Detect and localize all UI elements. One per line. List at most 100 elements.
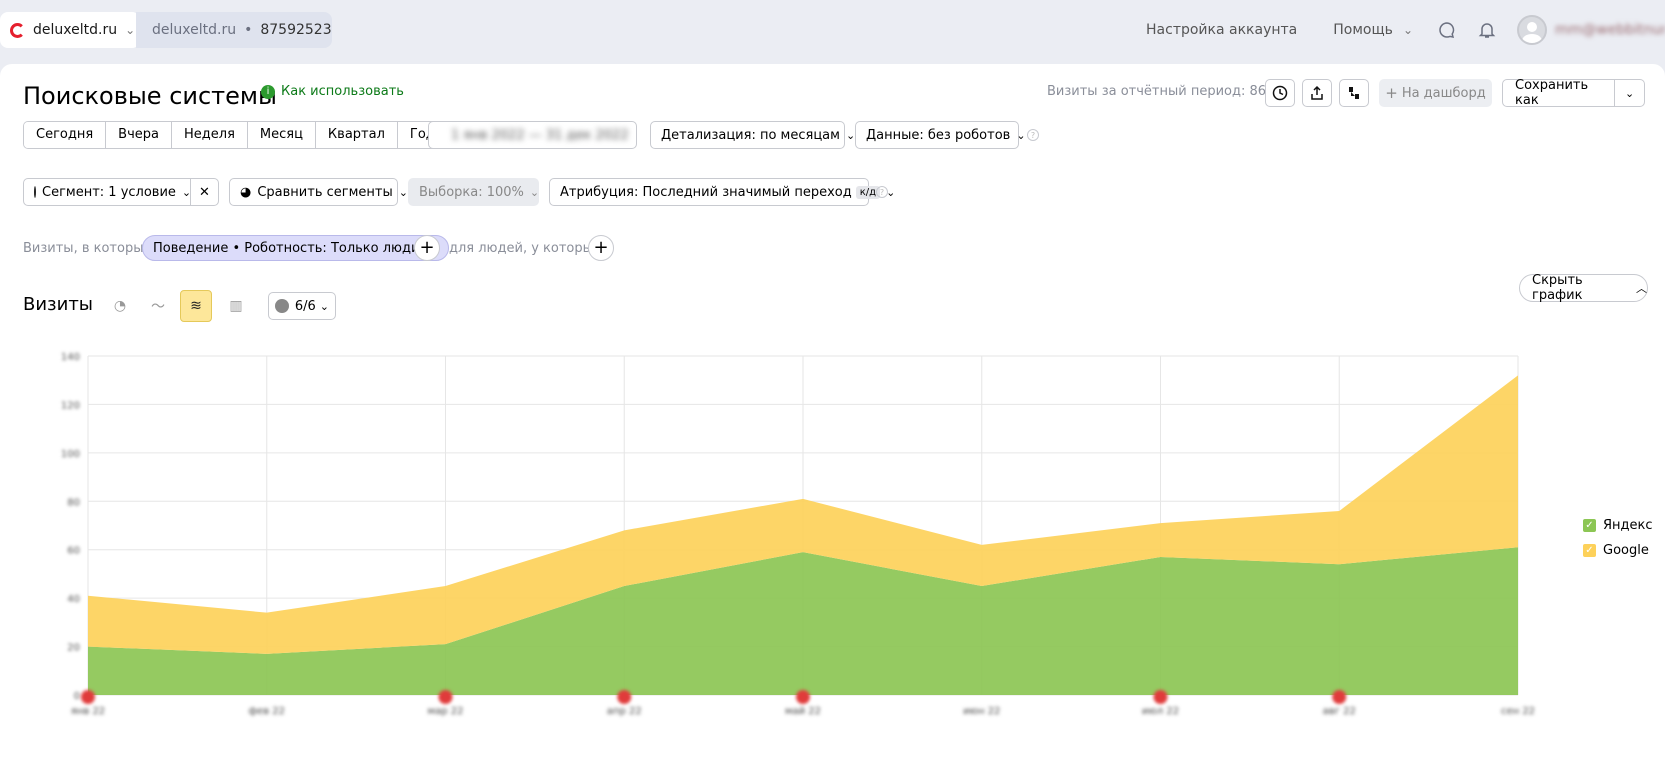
- feedback-icon[interactable]: [1339, 79, 1369, 107]
- bar-chart-icon[interactable]: ▥: [229, 298, 243, 314]
- clear-segment-button[interactable]: ✕: [190, 178, 219, 206]
- top-right-nav: Настройка аккаунта Помощь ⌄ mm@webbitnum…: [1146, 12, 1665, 48]
- annotation-marker: [617, 690, 632, 704]
- chevron-down-icon: ⌄: [181, 185, 192, 199]
- site-selector[interactable]: deluxeltd.ru ⌄: [0, 12, 140, 48]
- counter-site: deluxeltd.ru: [152, 22, 237, 38]
- filter-chip-label: Поведение • Роботность: Только люди: [153, 240, 420, 256]
- help-icon[interactable]: ?: [1027, 129, 1039, 141]
- add-people-filter-button[interactable]: +: [588, 235, 614, 261]
- compare-label: Сравнить сегменты: [257, 184, 393, 200]
- chat-icon[interactable]: [1437, 20, 1457, 40]
- save-as-button[interactable]: Сохранить как ⌄: [1502, 78, 1645, 108]
- separator-dot: •: [244, 22, 253, 38]
- y-tick-label: 20: [67, 643, 80, 654]
- account-settings-link[interactable]: Настройка аккаунта: [1146, 22, 1298, 38]
- help-icon[interactable]: ?: [876, 186, 888, 198]
- help-menu[interactable]: Помощь ⌄: [1333, 22, 1413, 38]
- legend-item-yandex[interactable]: ✓ Яндекс: [1583, 518, 1653, 533]
- x-tick-label: янв 22: [71, 706, 105, 717]
- period-yesterday[interactable]: Вчера: [106, 122, 172, 148]
- add-visit-filter-button[interactable]: +: [414, 235, 440, 261]
- y-tick-label: 40: [67, 594, 80, 605]
- how-to-link[interactable]: i Как использовать: [261, 84, 404, 99]
- segment-label: Сегмент: 1 условие: [42, 184, 176, 200]
- y-tick-label: 60: [67, 546, 80, 557]
- counter-id: 87592523: [260, 22, 332, 38]
- save-as-label: Сохранить как: [1515, 78, 1589, 108]
- sample-label: Выборка: 100%: [419, 184, 524, 200]
- plus-icon: +: [1385, 84, 1398, 102]
- annotation-marker: [796, 690, 810, 704]
- top-bar: deluxeltd.ru ⌄ deluxeltd.ru • 87592523 Н…: [0, 0, 1665, 62]
- date-range-value: 1 янв 2022 — 31 дек 2022: [451, 127, 629, 143]
- chevron-down-icon: ⌄: [319, 299, 329, 313]
- data-dropdown[interactable]: Данные: без роботов ⌄: [855, 121, 1026, 149]
- y-tick-label: 140: [61, 352, 80, 363]
- annotation-marker: [1153, 690, 1168, 704]
- dashboard-label: На дашборд: [1401, 85, 1486, 101]
- clock-icon[interactable]: [1265, 79, 1295, 107]
- area-series-0: [88, 547, 1518, 695]
- filter-chip[interactable]: Поведение • Роботность: Только люди ✕: [142, 235, 450, 261]
- user-email[interactable]: mm@webbitnum.ru: [1555, 22, 1665, 38]
- area-chart-icon[interactable]: ≋: [180, 290, 212, 322]
- visits-filter-label: Визиты, в которых: [23, 241, 152, 256]
- legend-label: Google: [1603, 543, 1649, 558]
- sample-dropdown[interactable]: Выборка: 100% ⌄: [408, 178, 539, 206]
- chevron-down-icon: ⌄: [1016, 128, 1026, 142]
- annotation-marker: [1332, 690, 1347, 704]
- add-to-dashboard-button[interactable]: + На дашборд: [1379, 79, 1492, 107]
- segment-dropdown[interactable]: Сегмент: 1 условие ⌄: [23, 178, 191, 206]
- user-avatar[interactable]: [1517, 15, 1547, 45]
- y-tick-label: 100: [61, 449, 80, 460]
- checkbox-checked-icon: ✓: [1583, 544, 1596, 557]
- series-icon: [275, 299, 289, 313]
- series-count: 6/6: [294, 298, 316, 314]
- attribution-label: Атрибуция: Последний значимый переход: [560, 184, 852, 200]
- y-tick-label: 0: [74, 691, 80, 702]
- export-icon[interactable]: [1302, 79, 1332, 107]
- how-to-label: Как использовать: [281, 84, 404, 99]
- chevron-down-icon: ⌄: [529, 185, 540, 199]
- chevron-down-icon: ⌄: [398, 185, 408, 199]
- area-chart: 0 20 40 60 80 100 120 140 янв 22 фев 22 мар 22 апр …: [61, 352, 1535, 717]
- x-tick-label: июл 22: [1142, 706, 1179, 717]
- line-chart-icon[interactable]: 〜: [151, 299, 165, 315]
- y-tick-label: 80: [67, 497, 80, 508]
- hide-graph-button[interactable]: Скрыть график ︿: [1519, 273, 1648, 303]
- period-today[interactable]: Сегодня: [24, 122, 107, 148]
- chevron-down-icon: ⌄: [886, 185, 896, 199]
- detail-dropdown[interactable]: Детализация: по месяцам ⌄: [650, 121, 855, 149]
- site-name: deluxeltd.ru: [33, 22, 118, 38]
- pie-chart-icon[interactable]: ◔: [113, 298, 127, 314]
- chart-legend: ✓ Яндекс ✓ Google: [1583, 518, 1653, 568]
- chart-area: 0 20 40 60 80 100 120 140 янв 22 фев 22 мар 22 апр …: [0, 340, 1665, 730]
- chevron-down-icon: ⌄: [125, 23, 136, 37]
- period-quarter[interactable]: Квартал: [315, 122, 398, 148]
- bell-icon[interactable]: [1477, 20, 1497, 40]
- pie-icon: [34, 186, 36, 198]
- chevron-up-icon: ︿: [1636, 282, 1647, 295]
- period-week[interactable]: Неделя: [172, 122, 248, 148]
- hide-graph-label: Скрыть график: [1532, 273, 1583, 303]
- series-selector[interactable]: 6/6 ⌄: [268, 292, 336, 320]
- legend-item-google[interactable]: ✓ Google: [1583, 543, 1653, 558]
- date-range-picker[interactable]: 1 янв 2022 — 31 дек 2022: [428, 121, 637, 149]
- compare-segments-dropdown[interactable]: ◕ Сравнить сегменты ⌄: [229, 178, 408, 206]
- visits-period: Визиты за отчётный период: 860: [1047, 84, 1275, 99]
- x-tick-label: мар 22: [428, 706, 464, 717]
- chevron-down-icon: ⌄: [1402, 23, 1413, 37]
- chevron-down-icon[interactable]: ⌄: [1614, 80, 1644, 106]
- compare-icon: ◕: [240, 184, 252, 200]
- attribution-badge: к/д: [855, 185, 881, 199]
- x-tick-label: май 22: [785, 706, 821, 717]
- counter-selector[interactable]: deluxeltd.ru • 87592523: [136, 12, 332, 48]
- period-month[interactable]: Месяц: [247, 122, 316, 148]
- period-selector: Сегодня Вчера Неделя Месяц Квартал Год: [23, 121, 448, 149]
- close-icon: ✕: [199, 184, 210, 200]
- attribution-dropdown[interactable]: Атрибуция: Последний значимый переход к/…: [549, 178, 895, 206]
- chevron-down-icon: ⌄: [845, 128, 856, 142]
- annotation-marker: [81, 690, 95, 704]
- people-filter-label: для людей, у которых: [449, 241, 601, 256]
